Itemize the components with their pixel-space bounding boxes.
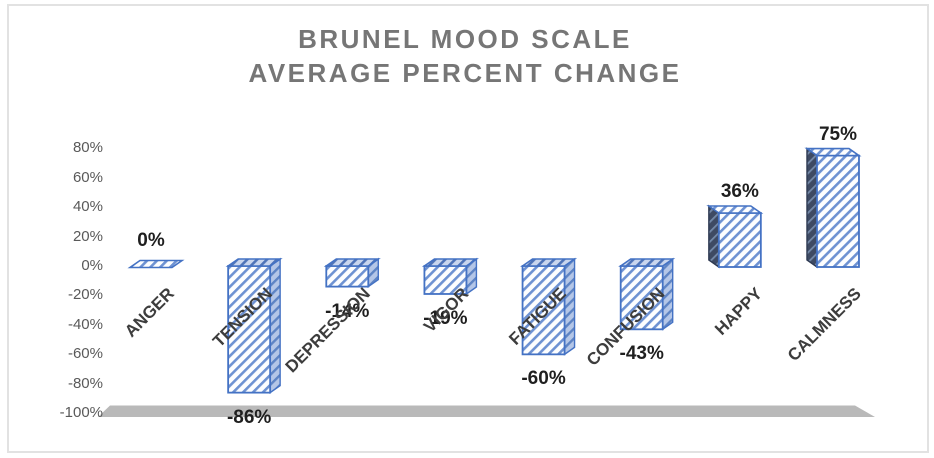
floor-3d: [98, 405, 875, 417]
bar-left-face: [806, 147, 818, 269]
bar-top-face: [618, 258, 676, 267]
bar-right-face: [269, 257, 281, 394]
value-label: -43%: [619, 343, 664, 365]
value-label: 75%: [818, 123, 857, 145]
y-tick-label: 40%: [72, 198, 103, 216]
bar-front-face: [325, 265, 370, 288]
y-tick-label: -20%: [67, 286, 103, 304]
y-tick-label: -80%: [67, 374, 103, 392]
chart-frame: [7, 4, 929, 453]
y-tick-label: 60%: [72, 168, 103, 186]
bar-top-face: [804, 147, 862, 157]
chart-title-line1: BRUNEL MOOD SCALE: [298, 24, 632, 54]
y-tick-label: 20%: [72, 227, 103, 245]
y-tick-label: -40%: [67, 315, 103, 333]
bar-front-face: [423, 265, 468, 295]
bar-front-face: [619, 265, 664, 331]
value-label: -60%: [521, 368, 566, 390]
bar-top-face: [421, 258, 479, 267]
bar-front-face: [227, 265, 272, 394]
y-tick-label: -100%: [59, 404, 103, 422]
bar-top-face: [323, 258, 381, 267]
chart-title: BRUNEL MOOD SCALE AVERAGE PERCENT CHANGE: [0, 22, 930, 90]
bar-front-face: [717, 212, 762, 268]
bar-front-face: [521, 265, 566, 356]
value-label: -14%: [325, 300, 370, 322]
bar-top-face: [225, 258, 283, 267]
value-label: 0%: [137, 230, 165, 251]
bar-left-face: [708, 204, 720, 269]
bar-top-face: [520, 258, 578, 267]
value-label: 36%: [720, 180, 759, 202]
y-tick-label: -60%: [67, 345, 103, 363]
value-label: -19%: [423, 307, 468, 329]
bar-flat-zero: [127, 259, 185, 269]
value-label: -86%: [226, 406, 272, 428]
bar-right-face: [563, 257, 576, 356]
bar-top-face: [706, 205, 764, 214]
bar-front-face: [816, 154, 860, 268]
y-tick-label: 80%: [72, 139, 103, 157]
chart-title-line2: AVERAGE PERCENT CHANGE: [248, 58, 682, 88]
y-tick-label: 0%: [81, 257, 103, 274]
